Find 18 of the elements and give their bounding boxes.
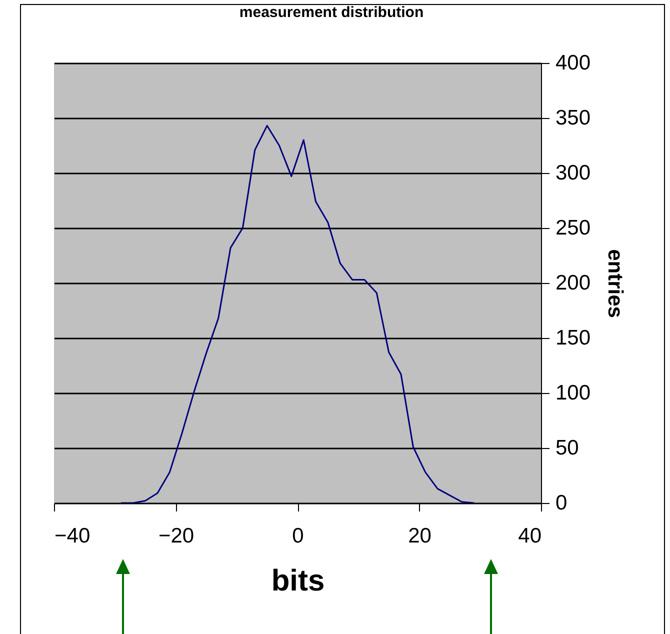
y-tick-label: 200 (556, 272, 591, 294)
y-axis-title: entries (604, 249, 627, 318)
x-tick-label: −20 (158, 524, 194, 548)
x-tick-label: 40 (518, 524, 542, 548)
y-tick-label: 100 (556, 382, 591, 404)
y-tick-label: 250 (556, 216, 591, 240)
x-axis-title: bits (271, 564, 325, 598)
x-tick-label: 20 (408, 524, 432, 548)
x-tick-label: −40 (54, 524, 90, 548)
y-tick-label: 50 (556, 436, 579, 460)
y-tick-label: 300 (556, 162, 591, 184)
chart-title: measurement distribution (239, 4, 424, 21)
x-tick-label: 0 (292, 524, 304, 548)
y-tick-label: 400 (556, 52, 591, 74)
y-tick-label: 0 (556, 492, 568, 514)
y-tick-label: 150 (556, 326, 591, 350)
line-series (120, 124, 475, 503)
y-tick-label: 350 (556, 106, 591, 130)
